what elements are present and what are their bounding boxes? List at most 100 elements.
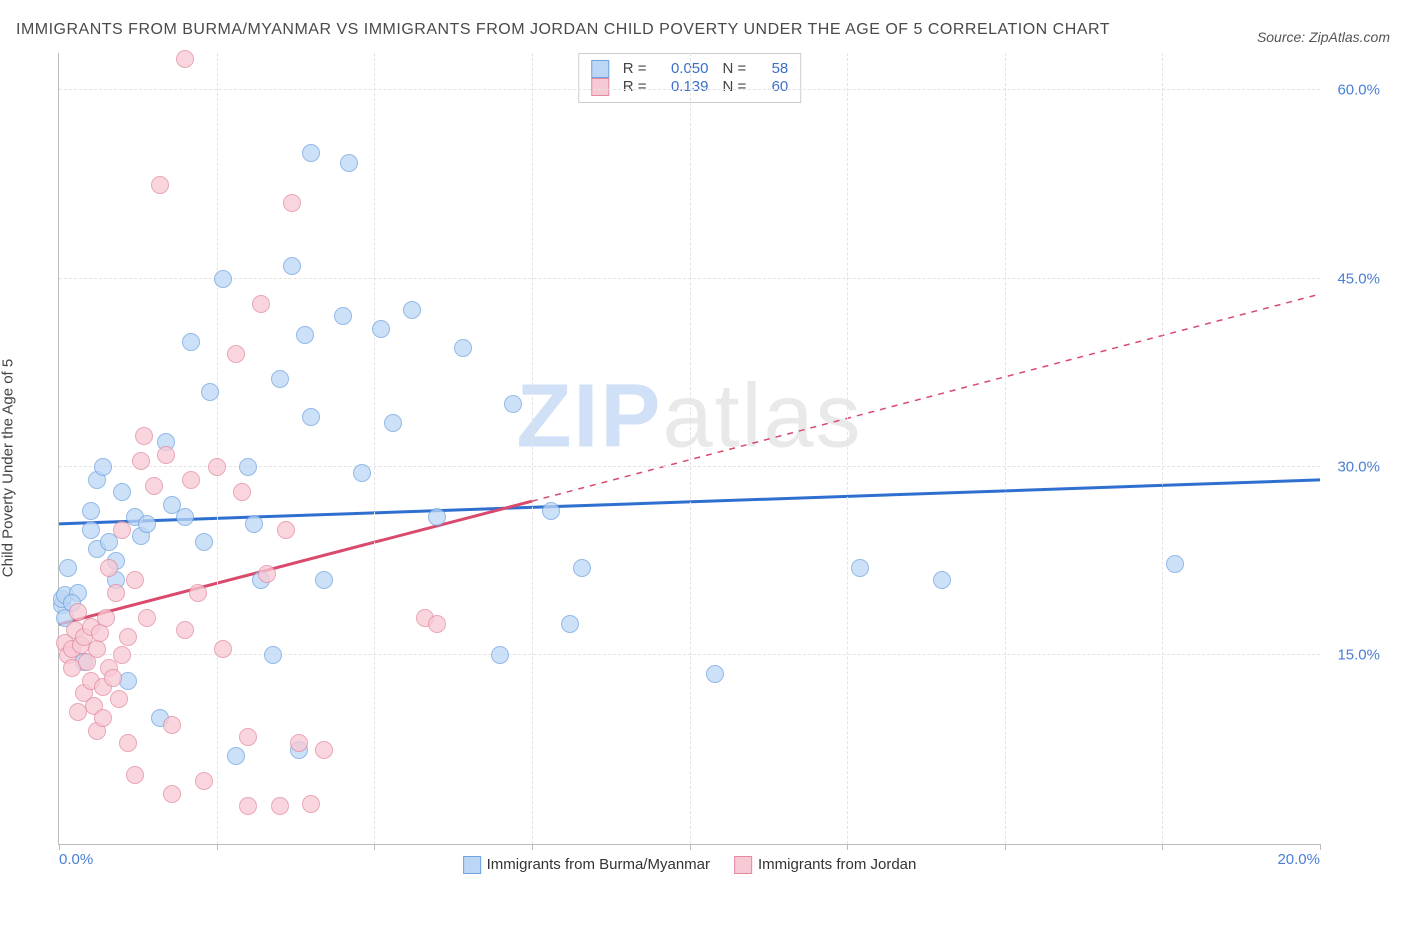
data-point-jordan (271, 797, 289, 815)
r-label: R = (623, 78, 647, 95)
data-point-burma (384, 414, 402, 432)
x-tick-mark (374, 844, 375, 850)
data-point-jordan (132, 452, 150, 470)
data-point-burma (302, 144, 320, 162)
data-point-jordan (119, 734, 137, 752)
data-point-burma (403, 301, 421, 319)
data-point-jordan (113, 646, 131, 664)
data-point-burma (245, 515, 263, 533)
x-tick-mark (690, 844, 691, 850)
y-tick-label: 60.0% (1337, 82, 1380, 99)
data-point-burma (94, 458, 112, 476)
legend-label-jordan: Immigrants from Jordan (758, 856, 916, 873)
data-point-jordan (195, 772, 213, 790)
legend-swatch-jordan (591, 78, 609, 96)
data-point-burma (372, 320, 390, 338)
data-point-burma (271, 370, 289, 388)
data-point-burma (933, 571, 951, 589)
y-tick-label: 15.0% (1337, 647, 1380, 664)
y-tick-label: 45.0% (1337, 270, 1380, 287)
legend-swatch-burma (591, 60, 609, 78)
x-tick-mark (532, 844, 533, 850)
data-point-jordan (227, 345, 245, 363)
n-label: N = (723, 60, 747, 77)
gridline-vertical (374, 53, 375, 844)
x-tick-label: 0.0% (59, 851, 93, 868)
gridline-vertical (217, 53, 218, 844)
data-point-jordan (107, 584, 125, 602)
data-point-jordan (233, 483, 251, 501)
data-point-jordan (214, 640, 232, 658)
data-point-burma (201, 383, 219, 401)
data-point-jordan (126, 766, 144, 784)
gridline-vertical (847, 53, 848, 844)
data-point-burma (296, 326, 314, 344)
data-point-burma (454, 339, 472, 357)
data-point-jordan (208, 458, 226, 476)
x-tick-mark (1320, 844, 1321, 850)
data-point-burma (82, 521, 100, 539)
series-legend: Immigrants from Burma/Myanmar Immigrants … (463, 856, 917, 874)
legend-swatch-jordan (734, 856, 752, 874)
data-point-jordan (151, 176, 169, 194)
data-point-jordan (97, 609, 115, 627)
data-point-burma (851, 559, 869, 577)
x-tick-mark (847, 844, 848, 850)
data-point-jordan (189, 584, 207, 602)
data-point-jordan (315, 741, 333, 759)
data-point-jordan (163, 785, 181, 803)
data-point-jordan (69, 603, 87, 621)
data-point-jordan (145, 477, 163, 495)
data-point-burma (182, 333, 200, 351)
x-tick-mark (217, 844, 218, 850)
x-tick-mark (1005, 844, 1006, 850)
data-point-burma (227, 747, 245, 765)
x-tick-label: 20.0% (1277, 851, 1320, 868)
data-point-burma (214, 270, 232, 288)
r-value-jordan: 0.139 (659, 78, 709, 95)
n-value-burma: 58 (758, 60, 788, 77)
data-point-jordan (110, 690, 128, 708)
data-point-burma (428, 508, 446, 526)
x-tick-mark (59, 844, 60, 850)
data-point-jordan (258, 565, 276, 583)
data-point-jordan (252, 295, 270, 313)
data-point-burma (573, 559, 591, 577)
data-point-jordan (138, 609, 156, 627)
data-point-jordan (182, 471, 200, 489)
data-point-burma (195, 533, 213, 551)
data-point-jordan (104, 669, 122, 687)
data-point-burma (561, 615, 579, 633)
data-point-jordan (113, 521, 131, 539)
data-point-burma (82, 502, 100, 520)
gridline-vertical (1005, 53, 1006, 844)
data-point-jordan (176, 50, 194, 68)
legend-swatch-burma (463, 856, 481, 874)
chart-title: IMMIGRANTS FROM BURMA/MYANMAR VS IMMIGRA… (16, 16, 1110, 45)
plot-area: ZIPatlas R =0.050N =58R =0.139N =60 Immi… (58, 53, 1320, 845)
data-point-jordan (302, 795, 320, 813)
n-label: N = (723, 78, 747, 95)
data-point-jordan (239, 728, 257, 746)
data-point-burma (542, 502, 560, 520)
y-tick-label: 30.0% (1337, 459, 1380, 476)
data-point-burma (706, 665, 724, 683)
data-point-jordan (100, 559, 118, 577)
data-point-burma (239, 458, 257, 476)
n-value-jordan: 60 (758, 78, 788, 95)
data-point-jordan (239, 797, 257, 815)
source-attribution: Source: ZipAtlas.com (1257, 29, 1390, 45)
data-point-burma (353, 464, 371, 482)
data-point-burma (264, 646, 282, 664)
data-point-jordan (176, 621, 194, 639)
legend-label-burma: Immigrants from Burma/Myanmar (487, 856, 710, 873)
data-point-burma (491, 646, 509, 664)
data-point-jordan (126, 571, 144, 589)
data-point-jordan (94, 709, 112, 727)
data-point-burma (334, 307, 352, 325)
data-point-jordan (283, 194, 301, 212)
correlation-chart: Child Poverty Under the Age of 5 ZIPatla… (16, 53, 1390, 883)
y-axis-label: Child Poverty Under the Age of 5 (0, 359, 17, 577)
data-point-jordan (290, 734, 308, 752)
data-point-jordan (135, 427, 153, 445)
